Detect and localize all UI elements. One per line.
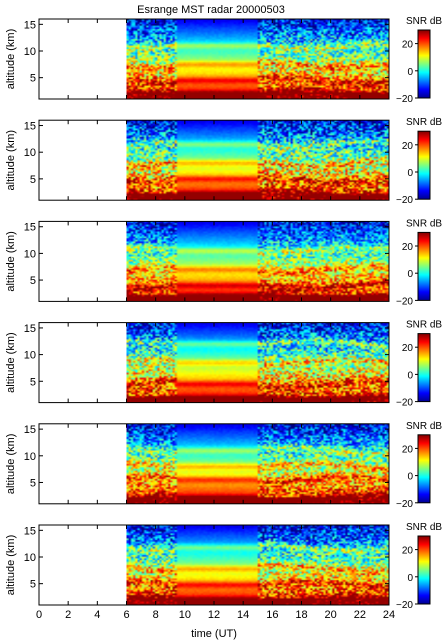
heatmap-image <box>126 322 389 403</box>
y-tick-label: 10 <box>24 451 36 463</box>
y-tick-label: 5 <box>30 579 36 591</box>
x-tick-label: 10 <box>179 609 191 621</box>
y-tick-label: 15 <box>24 323 36 335</box>
colorbar: SNR dB 20 0 −20 <box>396 320 442 409</box>
x-tick-label: 6 <box>123 609 129 621</box>
colorbar-gradient <box>417 231 431 301</box>
y-axis-label: altitude (km) <box>5 231 17 292</box>
figure-title: Esrange MST radar 20000503 <box>137 4 285 16</box>
colorbar: SNR dB 20 0 −20 <box>396 117 442 206</box>
colorbar-label: SNR dB <box>406 522 442 533</box>
colorbar: SNR dB 20 0 −20 <box>396 16 442 105</box>
colorbar-tick-label: −20 <box>396 398 413 409</box>
colorbar-gradient <box>417 130 431 200</box>
y-tick-label: 10 <box>24 46 36 58</box>
colorbar-tick-label: 0 <box>407 168 413 179</box>
colorbar: SNR dB 20 0 −20 <box>396 522 442 611</box>
colorbar-label: SNR dB <box>406 218 442 229</box>
panel-4: 5 10 15 altitude (km) SNR dB 20 0 −20 <box>5 320 442 409</box>
colorbar-tick-label: 0 <box>407 67 413 78</box>
colorbar-tick-label: −20 <box>396 296 413 307</box>
y-tick-label: 10 <box>24 248 36 260</box>
y-axis-label: altitude (km) <box>5 434 17 495</box>
y-tick-label: 5 <box>30 275 36 287</box>
colorbar-tick-label: 0 <box>407 573 413 584</box>
colorbar-tick-label: 20 <box>402 242 414 253</box>
colorbar-tick-label: −20 <box>396 499 413 510</box>
colorbar-tick-label: 0 <box>407 472 413 483</box>
panel-1: 5 10 15 altitude (km) SNR dB 20 0 −20 <box>5 16 442 105</box>
colorbar-tick-label: 0 <box>407 370 413 381</box>
heatmap-image <box>126 525 389 605</box>
y-axis-label: altitude (km) <box>5 29 17 90</box>
x-tick-label: 4 <box>94 609 100 621</box>
heatmap-image <box>126 221 389 302</box>
heatmap-image <box>126 120 389 201</box>
x-tick-label: 12 <box>208 609 220 621</box>
y-tick-label: 10 <box>24 350 36 362</box>
y-tick-label: 5 <box>30 174 36 186</box>
x-tick-label: 16 <box>266 609 278 621</box>
y-tick-label: 5 <box>30 477 36 489</box>
colorbar-tick-label: 20 <box>402 444 414 455</box>
panel-5: 5 10 15 altitude (km) SNR dB 20 0 −20 <box>5 421 442 510</box>
y-tick-label: 5 <box>30 73 36 85</box>
colorbar: SNR dB 20 0 −20 <box>396 218 442 307</box>
y-axis-label: altitude (km) <box>5 332 17 393</box>
y-tick-label: 15 <box>24 222 36 234</box>
x-tick-label: 14 <box>237 609 249 621</box>
colorbar-label: SNR dB <box>406 16 442 27</box>
x-tick-label: 18 <box>295 609 307 621</box>
y-tick-label: 15 <box>24 525 36 537</box>
colorbar-label: SNR dB <box>406 117 442 128</box>
y-tick-label: 15 <box>24 121 36 133</box>
y-tick-label: 10 <box>24 147 36 159</box>
colorbar-tick-label: 20 <box>402 40 414 51</box>
y-tick-label: 5 <box>30 376 36 388</box>
colorbar-tick-label: 20 <box>402 343 414 354</box>
colorbar-tick-label: 20 <box>402 546 414 557</box>
x-tick-label: 22 <box>354 609 366 621</box>
colorbar-gradient <box>417 434 431 504</box>
y-axis-label: altitude (km) <box>5 535 17 596</box>
colorbar-gradient <box>417 333 431 403</box>
x-tick-label: 24 <box>383 609 395 621</box>
x-tick-label: 0 <box>36 609 42 621</box>
y-tick-label: 10 <box>24 552 36 564</box>
colorbar-label: SNR dB <box>406 421 442 432</box>
x-axis-label: time (UT) <box>191 628 237 640</box>
colorbar-tick-label: −20 <box>396 195 413 206</box>
colorbar-tick-label: −20 <box>396 600 413 611</box>
colorbar-tick-label: 0 <box>407 269 413 280</box>
heatmap-image <box>126 423 389 504</box>
panel-3: 5 10 15 altitude (km) SNR dB 20 0 −20 <box>5 218 442 307</box>
colorbar-tick-label: −20 <box>396 94 413 105</box>
x-tick-label: 8 <box>153 609 159 621</box>
colorbar-tick-label: 20 <box>402 141 414 152</box>
heatmap-image <box>126 19 389 99</box>
x-tick-label: 2 <box>65 609 71 621</box>
y-tick-label: 15 <box>24 424 36 436</box>
colorbar-gradient <box>417 29 431 99</box>
colorbar-label: SNR dB <box>406 320 442 331</box>
colorbar-gradient <box>417 535 431 605</box>
x-tick-label: 20 <box>325 609 337 621</box>
y-tick-label: 15 <box>24 19 36 31</box>
panel-2: 5 10 15 altitude (km) SNR dB 20 0 −20 <box>5 117 442 206</box>
y-axis-label: altitude (km) <box>5 130 17 191</box>
colorbar: SNR dB 20 0 −20 <box>396 421 442 510</box>
